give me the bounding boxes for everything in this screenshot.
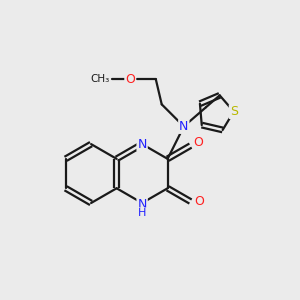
Text: O: O [194, 136, 203, 148]
Text: CH₃: CH₃ [90, 74, 109, 84]
Text: S: S [230, 105, 238, 118]
Text: O: O [125, 73, 135, 86]
Text: N: N [137, 198, 147, 211]
Text: H: H [138, 208, 146, 218]
Text: N: N [179, 120, 188, 133]
Text: N: N [137, 138, 147, 151]
Text: O: O [194, 195, 204, 208]
